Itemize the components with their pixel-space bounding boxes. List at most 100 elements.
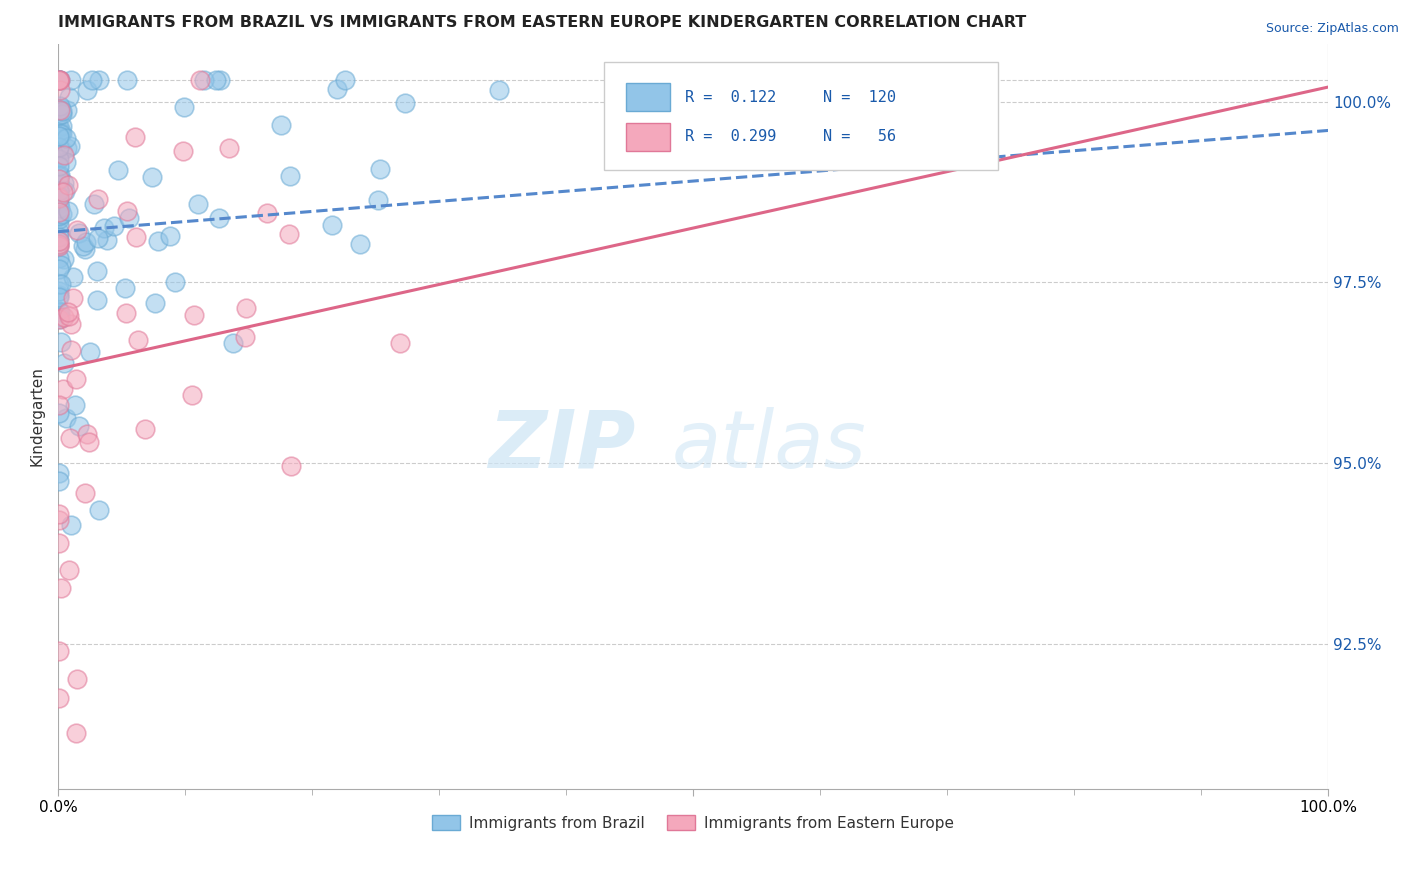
Point (48, 148, 70, 162)
Point (48, 184, 70, 198)
Point (56, 141, 79, 155)
Bar (626, 122, 671, 151)
Point (48, 189, 70, 203)
Text: N =  120: N = 120 (823, 90, 896, 104)
Point (48, 183, 70, 197)
Point (187, 197, 209, 211)
Point (114, 281, 136, 295)
Point (55, 131, 77, 145)
Point (58, 178, 80, 193)
Point (48, 398, 70, 412)
Point (349, 237, 371, 252)
Point (49, 72, 72, 87)
Legend: Immigrants from Brazil, Immigrants from Eastern Europe: Immigrants from Brazil, Immigrants from … (426, 808, 960, 837)
Point (63, 398, 86, 412)
Point (48, 127, 70, 141)
Point (59, 72, 82, 87)
Point (127, 333, 149, 347)
Point (48, 235, 70, 249)
Point (326, 82, 349, 96)
Text: atlas: atlas (672, 407, 866, 485)
Point (62, 270, 84, 285)
Point (48, 120, 70, 135)
Point (165, 275, 187, 289)
Point (55, 155, 77, 169)
Point (48, 208, 70, 222)
Point (48, 209, 70, 223)
Point (48, 690, 70, 705)
Point (51, 103, 73, 118)
Point (48, 152, 70, 166)
Point (48, 205, 70, 219)
Point (51, 258, 73, 272)
Point (52, 382, 75, 396)
Point (49, 335, 72, 350)
Point (48, 108, 70, 122)
Text: ZIP: ZIP (488, 407, 636, 485)
Point (62, 291, 84, 305)
Point (49, 99, 72, 113)
Point (66, 222, 89, 236)
Point (66, 673, 89, 687)
Point (48, 304, 70, 318)
Point (48, 217, 70, 231)
Point (56, 103, 79, 117)
Point (172, 145, 194, 159)
Point (53, 356, 76, 370)
Point (205, 72, 228, 87)
Point (48, 406, 70, 420)
Point (51, 143, 73, 157)
Point (48, 171, 70, 186)
Point (173, 100, 195, 114)
Point (87, 192, 110, 206)
Point (394, 96, 416, 111)
Text: N =   56: N = 56 (823, 129, 896, 145)
Point (48, 72, 70, 87)
Point (75, 235, 97, 249)
Bar (626, 83, 671, 112)
Point (86, 264, 108, 278)
Point (55, 410, 77, 425)
Point (48, 72, 70, 87)
Point (48, 72, 70, 87)
Point (51, 107, 73, 121)
Text: R =  0.122: R = 0.122 (685, 90, 776, 104)
Point (82, 72, 104, 87)
Point (72, 239, 94, 253)
Point (52, 310, 75, 324)
Point (107, 163, 129, 178)
Point (49, 304, 72, 318)
Point (159, 229, 181, 244)
Point (222, 335, 245, 350)
Point (180, 388, 202, 402)
Point (48, 237, 70, 252)
Point (75, 242, 97, 256)
Point (389, 335, 412, 350)
Point (51, 120, 73, 134)
Point (58, 138, 80, 153)
Point (48, 72, 70, 87)
Point (60, 343, 83, 358)
Point (48, 212, 70, 227)
Point (48, 277, 70, 291)
Point (333, 72, 356, 87)
Point (235, 301, 257, 316)
Point (79, 345, 101, 359)
Point (48, 128, 70, 143)
Point (218, 141, 240, 155)
Point (83, 197, 105, 211)
Point (134, 422, 156, 436)
Point (115, 72, 138, 87)
Point (77, 435, 100, 450)
Point (65, 726, 87, 740)
Point (321, 219, 343, 233)
Y-axis label: Kindergarten: Kindergarten (30, 366, 44, 466)
Point (103, 219, 125, 233)
Point (49, 103, 72, 117)
Point (51, 207, 73, 221)
Point (53, 176, 76, 190)
Point (76, 82, 98, 96)
Point (59, 431, 82, 445)
Point (48, 238, 70, 252)
Point (48, 140, 70, 154)
